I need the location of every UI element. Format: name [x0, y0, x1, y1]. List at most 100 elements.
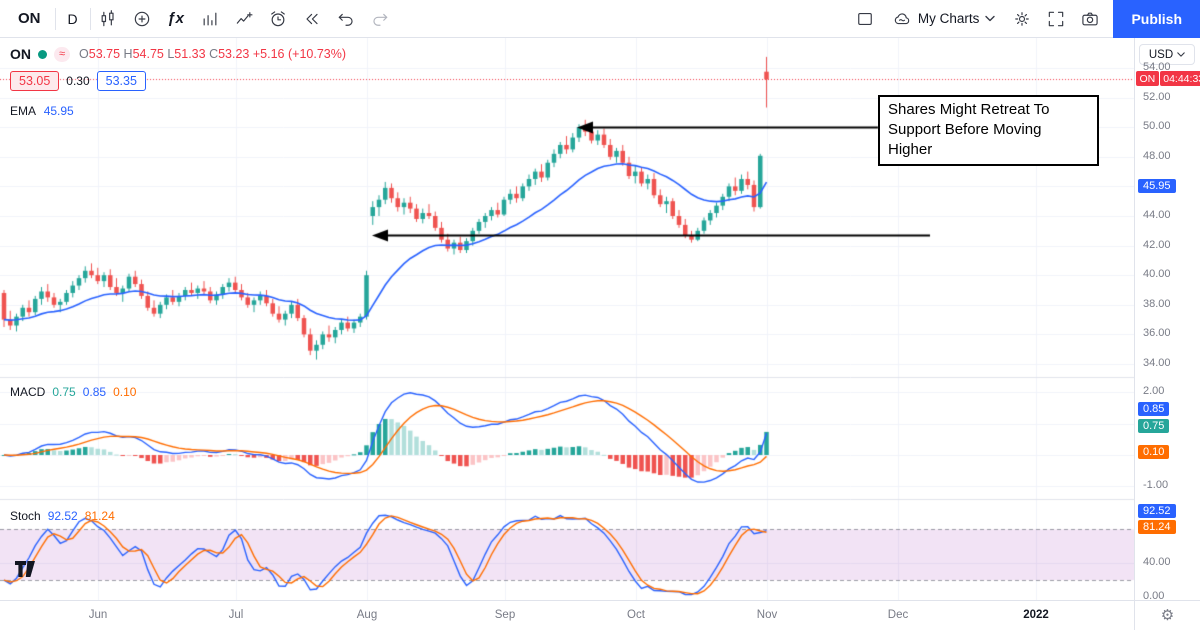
chart-type-button[interactable]	[91, 0, 125, 38]
legend-symbol[interactable]: ON	[10, 46, 31, 62]
price-tick-label: 42.00	[1143, 238, 1171, 251]
toolbar-separator	[89, 7, 91, 30]
time-axis-label: Oct	[627, 609, 645, 621]
time-axis-label: Nov	[756, 609, 778, 621]
alert-button[interactable]	[261, 0, 295, 38]
time-axis-label: Jun	[88, 609, 108, 621]
macd-line-value: 0.85	[82, 385, 107, 399]
stoch-d-value: 81.24	[84, 509, 115, 523]
screenshot-button[interactable]	[1073, 0, 1107, 38]
my-charts-label: My Charts	[917, 11, 980, 26]
main-chart-legend: ON ≈ O53.75 H54.75 L51.33 C53.23 +5.16 (…	[10, 46, 346, 118]
delayed-data-icon: ≈	[54, 46, 71, 62]
price-tick-label: 38.00	[1143, 297, 1171, 310]
symbol-search-button[interactable]: ON	[4, 0, 55, 38]
axis-settings-corner: ⚙	[1134, 600, 1200, 630]
camera-icon	[1082, 12, 1099, 25]
stoch-tick-label: 40.00	[1143, 556, 1171, 569]
ema-price-tag: 45.95	[1138, 179, 1176, 194]
alarm-clock-icon	[270, 10, 285, 26]
line-chart-icon	[236, 11, 253, 24]
time-axis-label: Dec	[887, 609, 909, 621]
candles-icon	[101, 9, 114, 26]
stoch-k-value: 92.52	[47, 509, 78, 523]
fx-icon: ƒx	[167, 10, 184, 27]
time-axis[interactable]: Jun Jul Aug Sep Oct Nov Dec 2022	[0, 600, 1134, 630]
compare-button[interactable]	[125, 0, 159, 38]
currency-selector[interactable]: USD	[1139, 44, 1195, 65]
publish-button[interactable]: Publish	[1113, 0, 1200, 38]
fullscreen-icon	[1049, 11, 1064, 26]
macd-title: MACD	[10, 385, 46, 399]
annotation-note[interactable]: Shares Might Retreat To Support Before M…	[878, 95, 1099, 167]
price-tick-label: 44.00	[1143, 209, 1171, 221]
layout-icon	[858, 12, 872, 25]
top-toolbar: ON D ƒx	[0, 0, 1200, 38]
layout-button[interactable]	[848, 0, 882, 38]
axis-gear-icon[interactable]: ⚙	[1160, 607, 1175, 624]
macd-tick-label: -1.00	[1143, 479, 1169, 492]
stoch-axis-tag: 81.24	[1138, 520, 1176, 534]
macd-legend[interactable]: MACD 0.75 0.85 0.10	[10, 385, 136, 399]
chevron-down-icon	[1177, 52, 1185, 57]
redo-button[interactable]	[363, 0, 397, 38]
redo-icon	[373, 13, 387, 26]
macd-axis-tag: 0.75	[1138, 419, 1170, 433]
price-tick-label: 54.00	[1143, 61, 1171, 73]
macd-hist-value: 0.75	[52, 385, 76, 399]
bar-close-countdown: 04:44:33	[1159, 71, 1200, 86]
price-tick-label: 48.00	[1143, 149, 1171, 162]
market-status-dot-icon	[38, 49, 47, 59]
undo-icon	[338, 13, 353, 26]
chevron-down-icon	[985, 15, 996, 22]
last-price-tag: ON 04:44:33	[1136, 71, 1200, 86]
replay-icon	[306, 13, 318, 24]
cloud-icon	[894, 12, 910, 24]
gear-icon	[1015, 11, 1030, 26]
toolbar-left-group: ON D ƒx	[0, 0, 397, 37]
last-price-symbol: ON	[1136, 71, 1159, 86]
stoch-axis-tag: 92.52	[1138, 504, 1176, 518]
tradingview-logo[interactable]	[14, 560, 36, 583]
fullscreen-button[interactable]	[1039, 0, 1073, 38]
time-axis-label: Aug	[356, 609, 378, 621]
price-tick-label: 34.00	[1143, 357, 1171, 369]
stoch-title: Stoch	[10, 509, 41, 523]
sell-bid-button[interactable]: 53.05	[10, 71, 60, 91]
buy-ask-button[interactable]: 53.35	[96, 71, 146, 91]
sp: 0.30	[66, 74, 90, 88]
time-axis-label: 2022	[1023, 609, 1049, 621]
macd-signal-value: 0.10	[113, 385, 137, 399]
interval-button[interactable]: D	[56, 0, 90, 38]
currency-label: USD	[1148, 48, 1174, 61]
plus-circle-icon	[134, 11, 149, 26]
settings-button[interactable]	[1005, 0, 1039, 38]
forecast-button[interactable]	[227, 0, 261, 38]
price-tick-label: 36.00	[1143, 327, 1171, 340]
stoch-tick-label: 0.00	[1143, 590, 1165, 602]
price-tick-label: 52.00	[1143, 90, 1171, 103]
chart-area: ON ≈ O53.75 H54.75 L51.33 C53.23 +5.16 (…	[0, 38, 1200, 630]
macd-axis-tag: 0.10	[1138, 445, 1170, 459]
indicators-button[interactable]: ƒx	[159, 0, 193, 38]
ema-value: 45.95	[43, 104, 74, 118]
bid-ask-row: 53.05 0.30 53.35	[10, 71, 346, 91]
ema-legend-row[interactable]: EMA 45.95	[10, 104, 346, 118]
macd-axis-tag: 0.85	[1138, 402, 1170, 416]
time-axis-label: Sep	[494, 609, 516, 621]
undo-button[interactable]	[329, 0, 363, 38]
columns-icon	[203, 12, 217, 25]
macd-tick-label: 2.00	[1143, 385, 1165, 398]
ema-label: EMA	[10, 104, 36, 118]
toolbar-separator	[54, 7, 56, 30]
price-tick-label: 40.00	[1143, 268, 1171, 281]
toolbar-right-group: My Charts Publish	[848, 0, 1200, 38]
bar-replay-button[interactable]	[295, 0, 329, 38]
indicator-templates-button[interactable]	[193, 0, 227, 38]
time-axis-label: Jul	[228, 609, 244, 621]
symbol-legend-row: ON ≈ O53.75 H54.75 L51.33 C53.23 +5.16 (…	[10, 46, 346, 62]
my-charts-button[interactable]: My Charts	[882, 0, 1006, 38]
stoch-legend[interactable]: Stoch 92.52 81.24	[10, 509, 115, 523]
price-axis[interactable]: USD ON 04:44:33 54.0052.0050.0048.0046.0…	[1134, 38, 1200, 602]
